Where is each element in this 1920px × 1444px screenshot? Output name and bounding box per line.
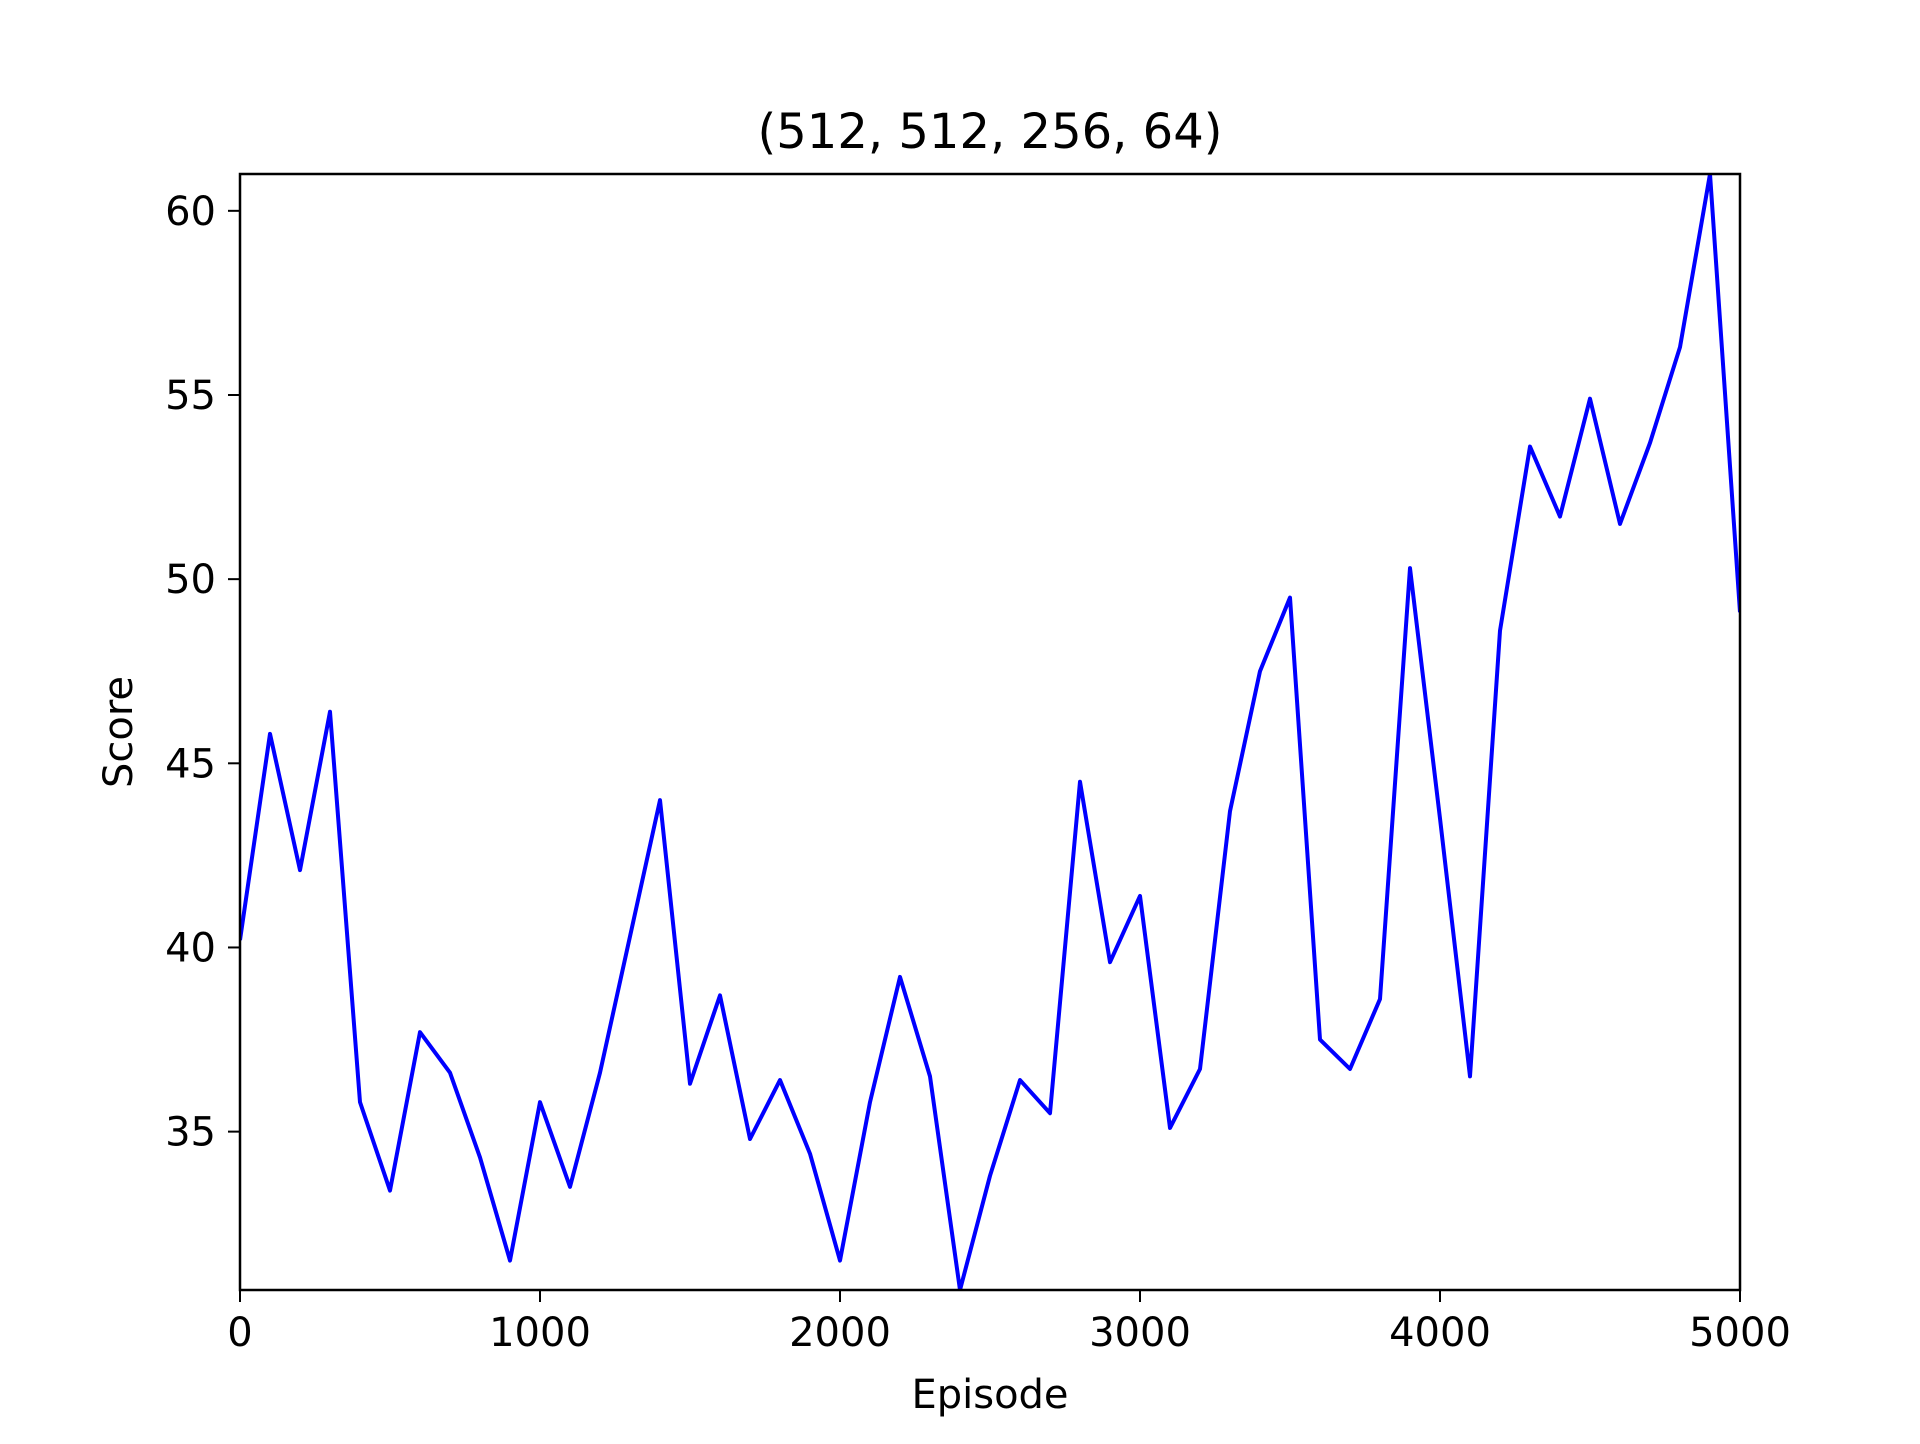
y-tick-label: 45	[165, 741, 216, 787]
x-tick-label: 1000	[489, 1310, 591, 1356]
y-tick-label: 40	[165, 925, 216, 971]
series-line-0	[240, 174, 1740, 1290]
y-tick-label: 55	[165, 373, 216, 419]
x-tick-label: 3000	[1089, 1310, 1191, 1356]
x-axis-label: Episode	[911, 1372, 1068, 1418]
y-tick-label: 35	[165, 1110, 216, 1156]
y-tick-label: 50	[165, 557, 216, 603]
x-tick-label: 5000	[1689, 1310, 1791, 1356]
x-tick-label: 4000	[1389, 1310, 1491, 1356]
x-tick-label: 2000	[789, 1310, 891, 1356]
plot-frame	[238, 172, 1742, 1292]
y-axis-label: Score	[96, 676, 142, 788]
chart-title: (512, 512, 256, 64)	[758, 104, 1223, 160]
y-tick-label: 60	[165, 189, 216, 235]
series-layer	[240, 174, 1740, 1290]
ticks-layer: 0 1000 2000 3000 4000 5000 35 40 45 50 55 60	[165, 189, 1791, 1356]
x-tick-label: 0	[227, 1310, 252, 1356]
